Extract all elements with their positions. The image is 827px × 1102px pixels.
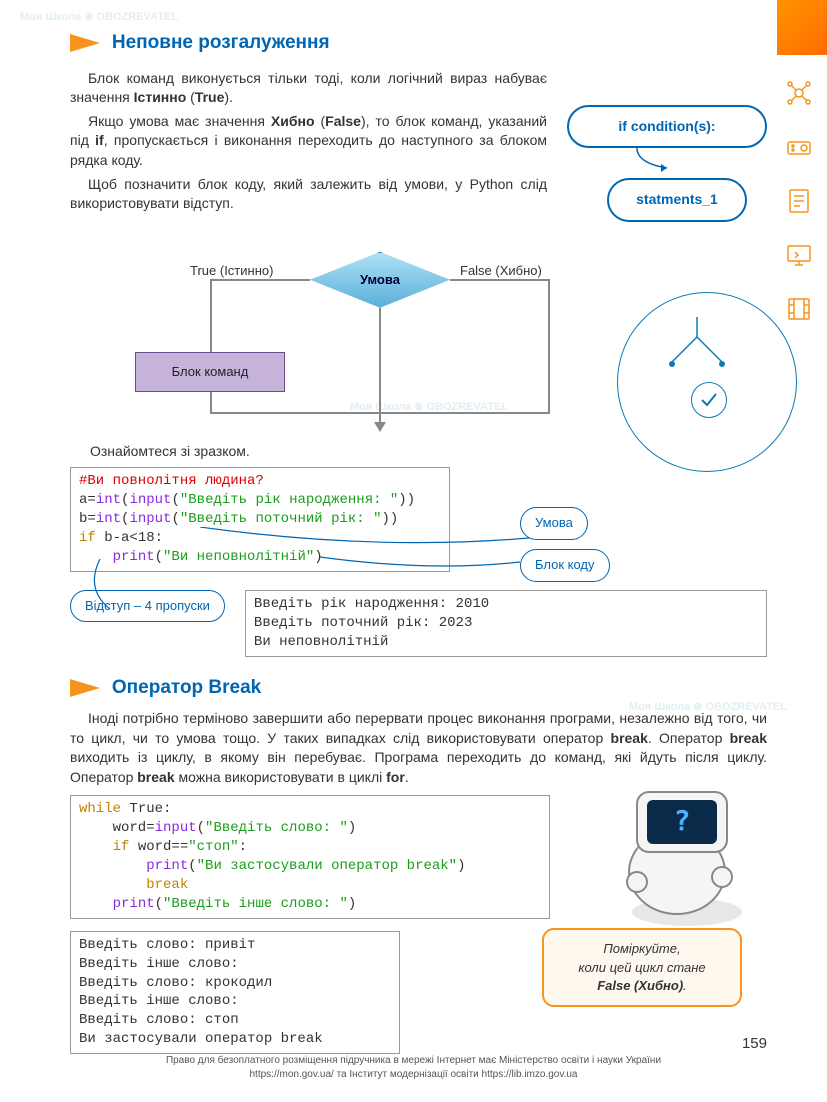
- section-arrow-icon: [70, 679, 100, 697]
- flowchart: True (Істинно) False (Хибно) Умова Блок …: [70, 232, 767, 432]
- flowchart-arrow-icon: [374, 422, 386, 432]
- code2-box: while True: word=input("Введіть слово: "…: [70, 795, 550, 918]
- flowchart-false-label: False (Хибно): [460, 262, 542, 280]
- section1-p1: Блок команд виконується тільки тоді, кол…: [70, 69, 547, 108]
- network-icon: [786, 80, 812, 106]
- check-icon: [699, 390, 719, 410]
- section1-p2: Якщо умова має значення Хибно (False), т…: [70, 112, 547, 171]
- document-icon: [786, 188, 812, 214]
- section1-title: Неповне розгалуження: [112, 30, 330, 57]
- decor-check-circle: [691, 382, 727, 418]
- section2-title: Оператор Break: [112, 675, 261, 702]
- syntax-pill-if: if condition(s):: [567, 105, 767, 149]
- section1-p3: Щоб позначити блок коду, який залежить в…: [70, 175, 547, 214]
- bubble-l3: False (Хибно).: [560, 977, 724, 995]
- syntax-pills: if condition(s): statments_1: [567, 65, 767, 222]
- footer: Право для безоплатного розміщення підруч…: [0, 1054, 827, 1082]
- callout-block: Блок коду: [520, 549, 610, 581]
- footer-l1: Право для безоплатного розміщення підруч…: [0, 1054, 827, 1068]
- footer-l2: https://mon.gov.ua/ та Інститут модерніз…: [0, 1068, 827, 1082]
- output2-box: Введіть слово: привіт Введіть інше слово…: [70, 931, 400, 1054]
- svg-text:?: ?: [674, 804, 691, 837]
- bubble-l1: Поміркуйте,: [560, 940, 724, 958]
- section2-heading-row: Оператор Break: [70, 675, 767, 702]
- robot-illustration: ?: [577, 772, 757, 932]
- monitor-icon: [786, 242, 812, 268]
- section1-text: Блок команд виконується тільки тоді, кол…: [70, 65, 547, 222]
- film-icon: [786, 296, 812, 322]
- decor-branch-icon: [657, 312, 737, 372]
- pill-connector: [607, 148, 707, 178]
- flowchart-condition: Умова: [310, 252, 450, 308]
- projector-icon: [786, 134, 812, 160]
- page-number: 159: [742, 1033, 767, 1054]
- side-icon-strip: [786, 80, 812, 322]
- think-bubble: Поміркуйте, коли цей цикл стане False (Х…: [542, 928, 742, 1007]
- callout-cond: Умова: [520, 507, 588, 539]
- watermark: Моя Школа ⊕ OBOZREVATEL: [20, 10, 178, 25]
- output1-box: Введіть рік народження: 2010 Введіть пот…: [245, 590, 767, 657]
- code1-region: #Ви повнолітня людина? a=int(input("Введ…: [70, 467, 767, 571]
- flowchart-block: Блок команд: [135, 352, 285, 392]
- flowchart-true-label: True (Істинно): [190, 262, 273, 280]
- callout-line-block: [320, 552, 540, 577]
- callout-line-indent: [90, 559, 170, 619]
- section1-heading-row: Неповне розгалуження: [70, 30, 767, 57]
- section-arrow-icon: [70, 34, 100, 52]
- bubble-l2: коли цей цикл стане: [560, 959, 724, 977]
- page-corner-tab: [777, 0, 827, 55]
- syntax-pill-stmt: statments_1: [607, 178, 747, 222]
